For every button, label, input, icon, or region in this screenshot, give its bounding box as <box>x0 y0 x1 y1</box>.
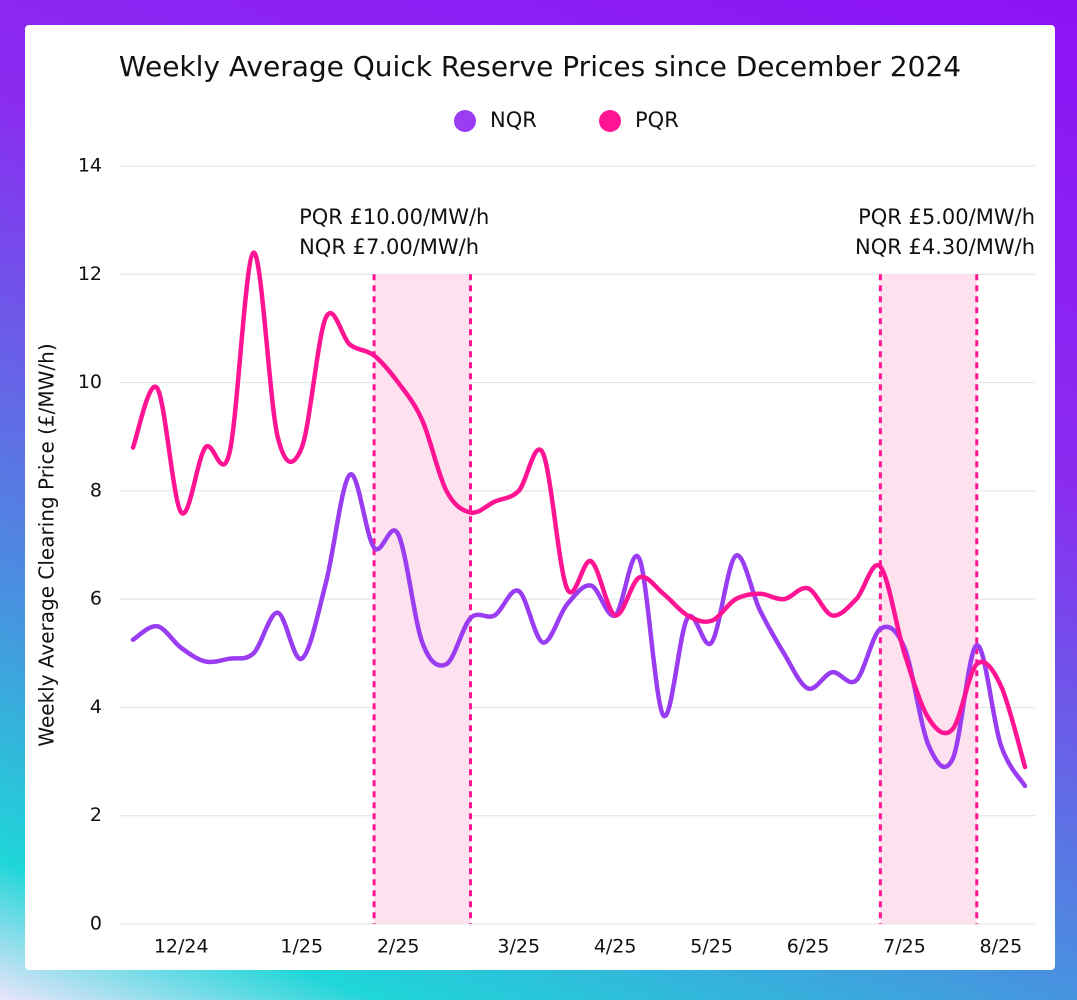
legend-label: PQR <box>635 108 679 132</box>
annotation: NQR £7.00/MW/h <box>299 235 479 259</box>
y-tick-label: 0 <box>90 913 102 935</box>
highlight-band <box>374 274 471 924</box>
legend-swatch <box>599 110 621 132</box>
y-tick-label: 10 <box>78 371 102 393</box>
annotation: PQR £5.00/MW/h <box>858 205 1035 229</box>
y-tick-label: 4 <box>90 696 102 718</box>
series-line <box>130 472 1028 789</box>
y-tick-label: 12 <box>78 263 102 285</box>
y-axis-label: Weekly Average Clearing Price (£/MW/h) <box>35 343 59 746</box>
x-tick-label: 2/25 <box>377 936 420 958</box>
x-tick-label: 8/25 <box>980 936 1023 958</box>
chart-title: Weekly Average Quick Reserve Prices sinc… <box>119 50 961 83</box>
y-tick-label: 14 <box>78 155 102 177</box>
x-tick-label: 3/25 <box>497 936 540 958</box>
highlight-band <box>880 274 977 924</box>
x-tick-label: 12/24 <box>154 936 209 958</box>
legend-label: NQR <box>490 108 537 132</box>
x-tick-label: 4/25 <box>594 936 637 958</box>
annotation: PQR £10.00/MW/h <box>299 205 489 229</box>
annotation: NQR £4.30/MW/h <box>855 235 1035 259</box>
x-tick-label: 6/25 <box>787 936 830 958</box>
x-tick-label: 7/25 <box>883 936 926 958</box>
y-tick-label: 8 <box>90 479 102 501</box>
x-tick-label: 1/25 <box>280 936 323 958</box>
series-line <box>130 250 1028 770</box>
legend-swatch <box>454 110 476 132</box>
y-tick-label: 2 <box>90 804 102 826</box>
y-tick-label: 6 <box>90 588 102 610</box>
x-tick-label: 5/25 <box>690 936 733 958</box>
